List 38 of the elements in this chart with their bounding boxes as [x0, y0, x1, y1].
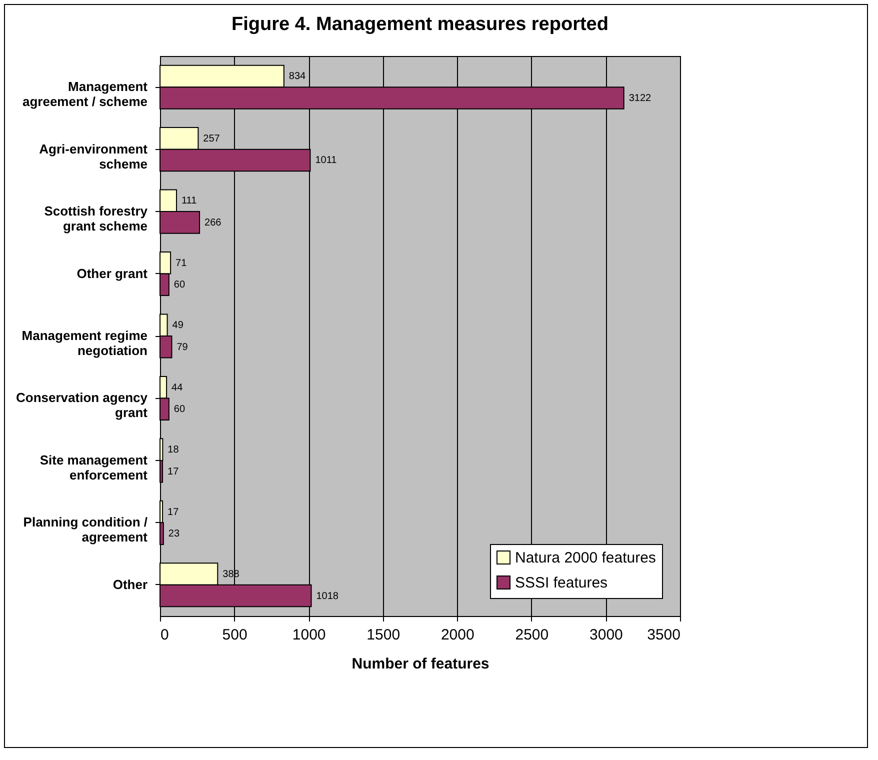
data-label: 79	[176, 342, 188, 353]
data-label: 60	[174, 404, 186, 416]
y-tick-label: Agri-environment scheme	[39, 141, 148, 172]
y-tick-label: Site management enforcement	[40, 452, 148, 482]
data-label: 44	[172, 382, 184, 394]
data-label: 1011	[315, 155, 338, 166]
y-tick-label: Conservation agency grant	[16, 390, 148, 420]
chart-title: Figure 4. Management measures reported	[232, 14, 608, 35]
data-label: 60	[174, 280, 186, 291]
data-label: 49	[172, 320, 184, 332]
data-label: 23	[168, 528, 180, 540]
y-tick-label: Other	[112, 576, 148, 592]
data-label: 257	[203, 133, 220, 144]
x-tick-label: 500	[222, 626, 248, 644]
legend-label: SSSI features	[515, 574, 608, 592]
data-label: 111	[181, 196, 198, 207]
legend-label: Natura 2000 features	[515, 550, 656, 566]
data-label: 18	[168, 444, 180, 456]
x-tick-label: 2000	[440, 626, 474, 644]
data-label: 17	[168, 506, 180, 518]
x-tick-label: 1500	[366, 626, 400, 644]
data-label: 17	[168, 466, 180, 478]
x-tick-label: 3000	[590, 626, 623, 644]
y-tick-label: Other grant	[76, 266, 148, 281]
y-tick-label: Planning condition / agreement	[23, 514, 148, 545]
y-tick-label: Scottish forestry grant scheme	[44, 204, 148, 234]
x-axis-title: Number of features	[352, 656, 490, 672]
data-label: 834	[288, 71, 306, 82]
data-label: 3122	[628, 93, 652, 104]
x-tick-label: 2500	[515, 626, 549, 644]
y-tick-label: Management regime negotiation	[22, 328, 148, 358]
data-label: 71	[176, 258, 188, 269]
x-tick-label: 3500	[647, 626, 680, 644]
x-tick-label: 0	[160, 626, 169, 644]
data-label: 1018	[316, 590, 339, 602]
data-label: 266	[204, 217, 222, 228]
y-tick-label: Management agreement / scheme	[22, 79, 148, 110]
x-tick-label: 1000	[292, 626, 326, 644]
